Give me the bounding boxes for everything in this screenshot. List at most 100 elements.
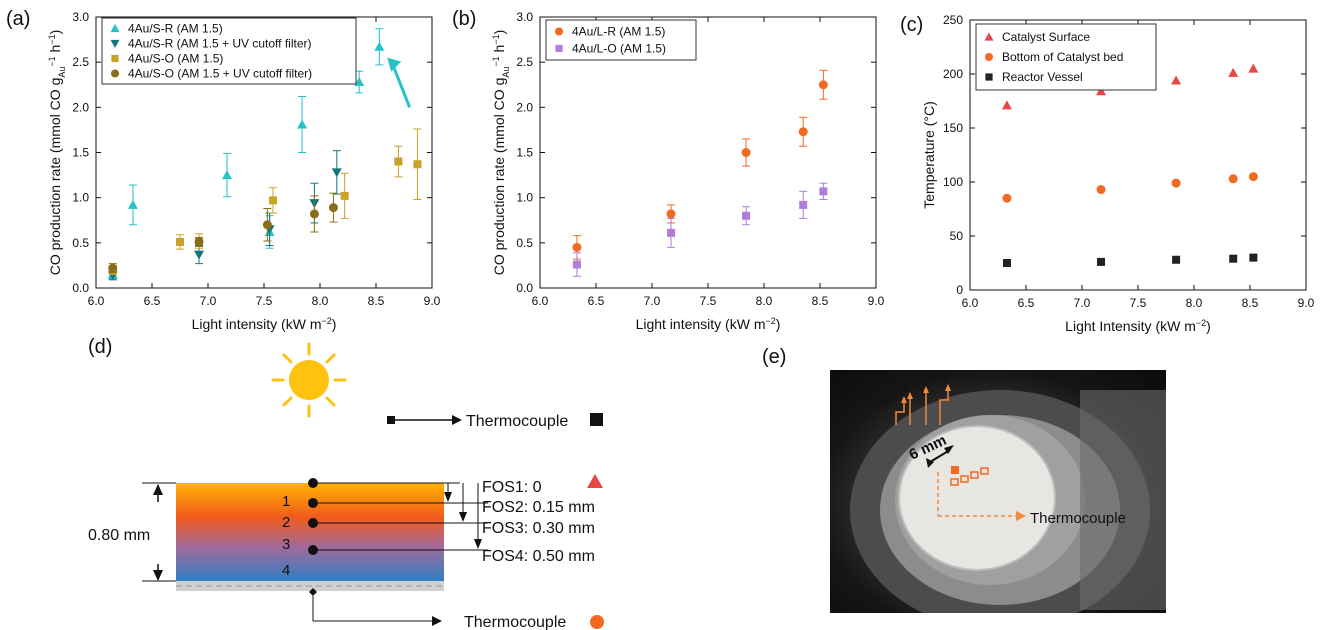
x-tick-label: 6.5	[588, 294, 605, 308]
catalyst-disk	[899, 426, 1055, 570]
fos3-label: FOS3: 0.30 mm	[482, 520, 595, 537]
data-point	[818, 80, 828, 90]
legend-marker	[110, 39, 120, 48]
x-axis-label: Light Intensity (kW m−2)	[1065, 318, 1211, 334]
sun-icon	[271, 342, 347, 418]
thermocouple-top-marker	[387, 416, 395, 424]
y-tick-label: 1.5	[516, 146, 533, 160]
y-tick-label: 0.5	[72, 236, 89, 250]
series-3	[1002, 253, 1258, 267]
y-tick-label: 2.0	[72, 100, 89, 114]
data-point	[798, 127, 808, 137]
y-tick-label: 3.0	[516, 10, 533, 24]
x-tick-label: 7.0	[1074, 296, 1091, 310]
data-point	[1249, 253, 1258, 262]
chart-a: 6.0 6.5 7.0 7.5 8.0 8.5 9.0 0.0 0.5 1.0 1.5 2.0 2.5 3…	[47, 10, 441, 332]
legend-label: Reactor Vessel	[1002, 70, 1083, 84]
reactor-photo: 3 2 1 4 6 mm Thermocouple	[830, 370, 1166, 613]
data-point	[1228, 174, 1238, 184]
data-point	[1097, 257, 1106, 266]
data-point	[340, 191, 349, 200]
data-point	[262, 220, 272, 230]
photo-point-1: 1	[922, 374, 929, 389]
x-tick-label: 9.0	[424, 294, 441, 308]
series-1	[572, 69, 828, 260]
data-point	[176, 237, 184, 246]
chart-c: 6.0 6.5 7.0 7.5 8.0 8.5 9.0 0 50 100 150 200 250 Ligh…	[921, 13, 1315, 334]
data-point	[394, 157, 403, 166]
data-point	[222, 170, 233, 180]
layer-2: 2	[282, 514, 290, 531]
data-point	[194, 250, 205, 260]
legend-label: 4Au/L-R (AM 1.5)	[572, 25, 665, 39]
x-axis-label: Light intensity (kW m−2)	[192, 316, 337, 332]
y-tick-label: 2.5	[516, 55, 533, 69]
x-tick-label: 8.5	[368, 294, 385, 308]
data-point	[331, 168, 342, 178]
series-1	[1001, 63, 1259, 110]
x-tick-label: 6.0	[532, 294, 549, 308]
layer-4: 4	[282, 562, 290, 579]
y-tick-label: 3.0	[72, 10, 89, 24]
legend-marker	[111, 54, 119, 63]
legend-label: 4Au/L-O (AM 1.5)	[572, 42, 666, 56]
x-tick-label: 6.5	[1018, 296, 1035, 310]
data-point	[1002, 193, 1012, 203]
thickness-label: 0.80 mm	[88, 527, 150, 544]
data-point	[1171, 178, 1181, 188]
fos1-label: FOS1: 0	[482, 479, 542, 496]
y-tick-label: 2.0	[516, 100, 533, 114]
panel-label-b: (b)	[452, 8, 477, 30]
chart-b: 6.0 6.5 7.0 7.5 8.0 8.5 9.0 0.0 0.5 1.0 1.5 2.0 2.5 3…	[491, 10, 885, 332]
legend-marker	[555, 44, 563, 53]
legend: 4Au/S-R (AM 1.5)4Au/S-R (AM 1.5 + UV cut…	[101, 17, 357, 85]
y-tick-label: 2.5	[72, 55, 89, 69]
x-tick-label: 8.0	[756, 294, 773, 308]
x-axis-label: Light intensity (kW m−2)	[636, 316, 781, 332]
legend-marker	[110, 69, 120, 78]
x-tick-label: 7.0	[644, 294, 661, 308]
data-point	[1248, 172, 1258, 182]
legend-marker	[554, 27, 564, 36]
y-tick-label: 150	[943, 121, 963, 135]
data-point	[268, 196, 277, 205]
layer-1: 1	[282, 493, 290, 510]
y-tick-label: 200	[943, 67, 963, 81]
thermocouple-bottom-dot	[590, 615, 604, 629]
panel-label-c: (c)	[900, 14, 924, 36]
x-tick-label: 7.5	[1130, 296, 1147, 310]
data-point	[667, 228, 676, 237]
data-point	[328, 203, 338, 213]
data-point	[1002, 259, 1011, 267]
diagram-d: Thermocouple 0.80 mm 1 2 3 4 FOS1: 0 FOS…	[88, 342, 604, 630]
data-point	[741, 148, 751, 157]
data-point	[354, 77, 365, 87]
legend-label: 4Au/S-O (AM 1.5)	[128, 52, 223, 66]
y-axis-label: Temperature (°C)	[921, 101, 937, 209]
y-tick-label: 250	[943, 13, 963, 27]
y-tick-label: 0.0	[72, 281, 89, 295]
fos4-label: FOS4: 0.50 mm	[482, 548, 595, 565]
x-tick-label: 8.5	[1242, 296, 1259, 310]
photo-point-3: 3	[882, 394, 889, 409]
y-axis-label: CO production rate (mmol CO gAu−1 h−1)	[491, 30, 511, 276]
series-2	[572, 182, 828, 277]
x-tick-label: 8.0	[312, 294, 329, 308]
data-point	[572, 242, 582, 252]
y-axis-label: CO production rate (mmol CO gAu−1 h−1)	[47, 30, 67, 276]
y-tick-label: 1.0	[516, 191, 533, 205]
y-tick-label: 1.0	[72, 191, 89, 205]
thermocouple-bottom-label: Thermocouple	[464, 614, 566, 630]
x-tick-label: 7.5	[256, 294, 273, 308]
data-point	[374, 41, 385, 51]
series-4	[108, 192, 338, 274]
photo-point-2: 2	[903, 379, 910, 394]
legend-label: Bottom of Catalyst bed	[1002, 50, 1123, 64]
layer-3: 3	[282, 536, 290, 553]
legend: Catalyst Surface Bottom of Catalyst bed Re…	[975, 23, 1157, 91]
panel-label-e: (e)	[762, 346, 787, 368]
photo-thermocouple-label: Thermocouple	[1030, 510, 1126, 527]
data-point	[309, 209, 319, 219]
data-point	[666, 209, 676, 219]
data-point	[1229, 254, 1238, 263]
